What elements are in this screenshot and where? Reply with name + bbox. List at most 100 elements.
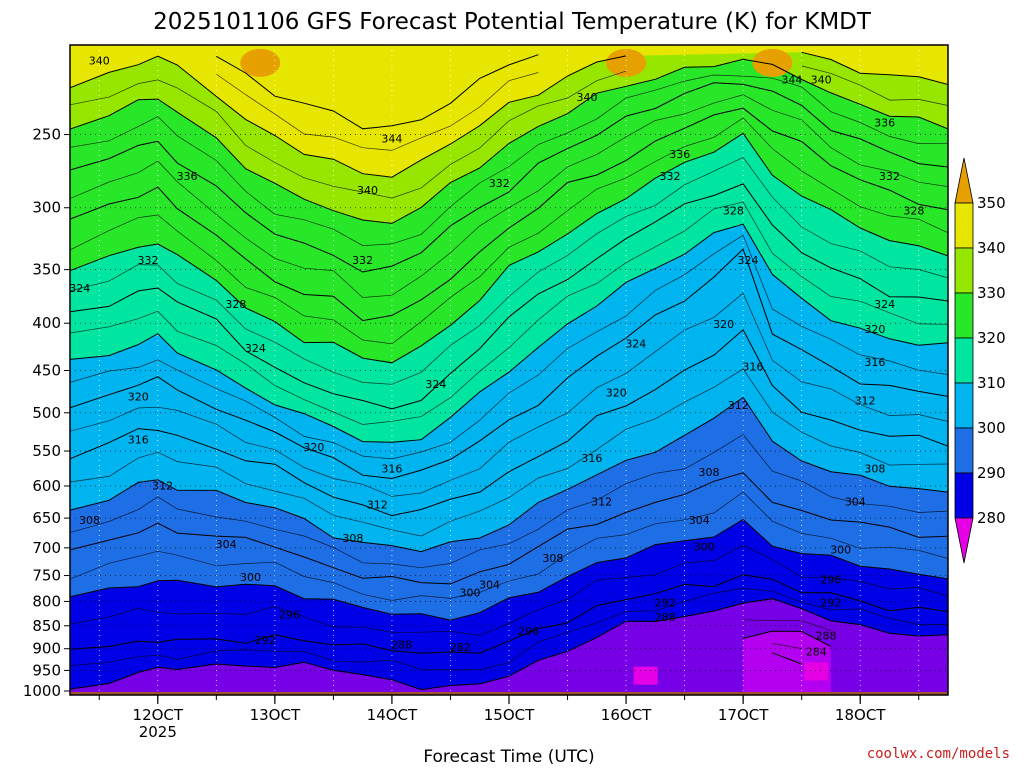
ground-strip — [70, 692, 948, 695]
x-tick-sublabel: 2025 — [139, 723, 177, 741]
cold-spot — [633, 666, 658, 685]
contour-label: 324 — [425, 378, 446, 391]
contour-line — [742, 630, 832, 648]
x-tick-label: 14OCT — [367, 706, 418, 724]
contour-label: 304 — [845, 496, 866, 509]
y-axis: 250 300 350 400 450 500 550 600 650 700 750 800 850 9… — [23, 126, 70, 700]
colorbar-label: 300 — [977, 419, 1006, 437]
contour-label: 336 — [669, 148, 690, 161]
colorbar-label: 290 — [977, 464, 1006, 482]
colorbar-segment — [954, 247, 974, 294]
colorbar-segment — [954, 427, 974, 474]
contour-label: 328 — [225, 298, 246, 311]
contour-line — [216, 54, 539, 130]
contour-label: 320 — [303, 441, 324, 454]
contour-line — [743, 619, 832, 631]
contour-label: 344 — [781, 73, 802, 86]
contour-line — [70, 70, 627, 199]
contour-label: 304 — [479, 579, 500, 592]
y-tick-label: 600 — [32, 477, 61, 495]
contour-label: 288 — [391, 639, 412, 652]
contour-line — [70, 574, 948, 654]
x-tick-label: 15OCT — [484, 706, 535, 724]
contour-label: 332 — [489, 177, 510, 190]
y-tick-label: 550 — [32, 442, 61, 460]
warm-spot — [606, 48, 647, 77]
y-tick-label: 300 — [32, 199, 61, 217]
colorbar-label: 340 — [977, 239, 1006, 257]
colorbar-label: 320 — [977, 329, 1006, 347]
credit-text[interactable]: coolwx.com/models — [867, 746, 1010, 762]
contour-line — [70, 248, 948, 480]
contour-labels: 3403363323243283243203163123083043002962… — [70, 55, 924, 659]
contour-label: 312 — [367, 499, 388, 512]
contour-label: 316 — [581, 452, 602, 465]
contour-label: 332 — [659, 170, 680, 183]
contour-label: 288 — [655, 611, 676, 624]
contour-line — [70, 223, 948, 443]
contour-label: 304 — [689, 514, 710, 527]
contour-line — [70, 201, 948, 425]
y-tick-label: 1000 — [23, 682, 61, 700]
contour-label: 296 — [279, 609, 300, 622]
warm-spot — [240, 48, 281, 77]
contour-line — [70, 55, 627, 178]
x-tick-label: 16OCT — [601, 706, 652, 724]
contour-line — [70, 588, 948, 671]
contour-label: 308 — [79, 514, 100, 527]
contour-line — [70, 368, 948, 537]
contour-label: 340 — [89, 55, 110, 68]
contour-line — [772, 652, 802, 665]
contour-label: 316 — [128, 434, 149, 447]
colorbar-segment — [954, 202, 974, 249]
contour-lines — [70, 51, 948, 691]
contour-label: 328 — [723, 204, 744, 217]
y-tick-label: 700 — [32, 539, 61, 557]
contour-label: 308 — [698, 466, 719, 479]
contour-label: 324 — [245, 342, 266, 355]
colorbar-segment — [954, 382, 974, 429]
contour-label: 296 — [820, 573, 841, 586]
contour-line — [801, 51, 948, 85]
colorbar-label: 280 — [977, 509, 1006, 527]
colorbar-label: 310 — [977, 374, 1006, 392]
contour-line — [70, 434, 948, 569]
contour-label: 284 — [806, 645, 827, 658]
contour-label: 320 — [606, 386, 627, 399]
contour-label: 320 — [713, 318, 734, 331]
contour-label: 340 — [811, 73, 832, 86]
contour-line — [772, 643, 802, 649]
y-tick-label: 750 — [32, 567, 61, 585]
y-tick-label: 950 — [32, 661, 61, 679]
x-tick-label: 17OCT — [718, 706, 769, 724]
contour-line — [70, 156, 948, 385]
y-tick-label: 350 — [32, 261, 61, 279]
temperature-band — [70, 45, 948, 178]
contour-line — [70, 183, 948, 410]
contour-line — [70, 117, 948, 345]
contour-label: 308 — [542, 552, 563, 565]
y-tick-label: 650 — [32, 509, 61, 527]
contour-line — [70, 472, 948, 585]
colorbar-arrow-bottom — [954, 517, 974, 564]
cold-spot — [804, 662, 829, 681]
chart-title: 2025101106 GFS Forecast Potential Temper… — [153, 9, 872, 35]
contour-line — [70, 329, 948, 517]
contour-label: 292 — [255, 634, 276, 647]
x-tick-label: 18OCT — [835, 706, 886, 724]
colorbar: 350 340 330 320 310 300 290 280 — [954, 157, 1006, 564]
contour-label: 300 — [694, 541, 715, 554]
contour-label: 332 — [352, 254, 373, 267]
contour-line — [70, 518, 948, 621]
x-tick-label: 12OCT — [133, 706, 184, 724]
contour-line — [70, 491, 948, 601]
contour-label: 336 — [177, 170, 198, 183]
contour-label: 336 — [874, 116, 895, 129]
contour-label: 292 — [820, 596, 841, 609]
contour-label: 312 — [855, 395, 876, 408]
contour-line — [70, 107, 948, 322]
contour-label: 300 — [240, 571, 261, 584]
filled-bands — [70, 45, 948, 695]
